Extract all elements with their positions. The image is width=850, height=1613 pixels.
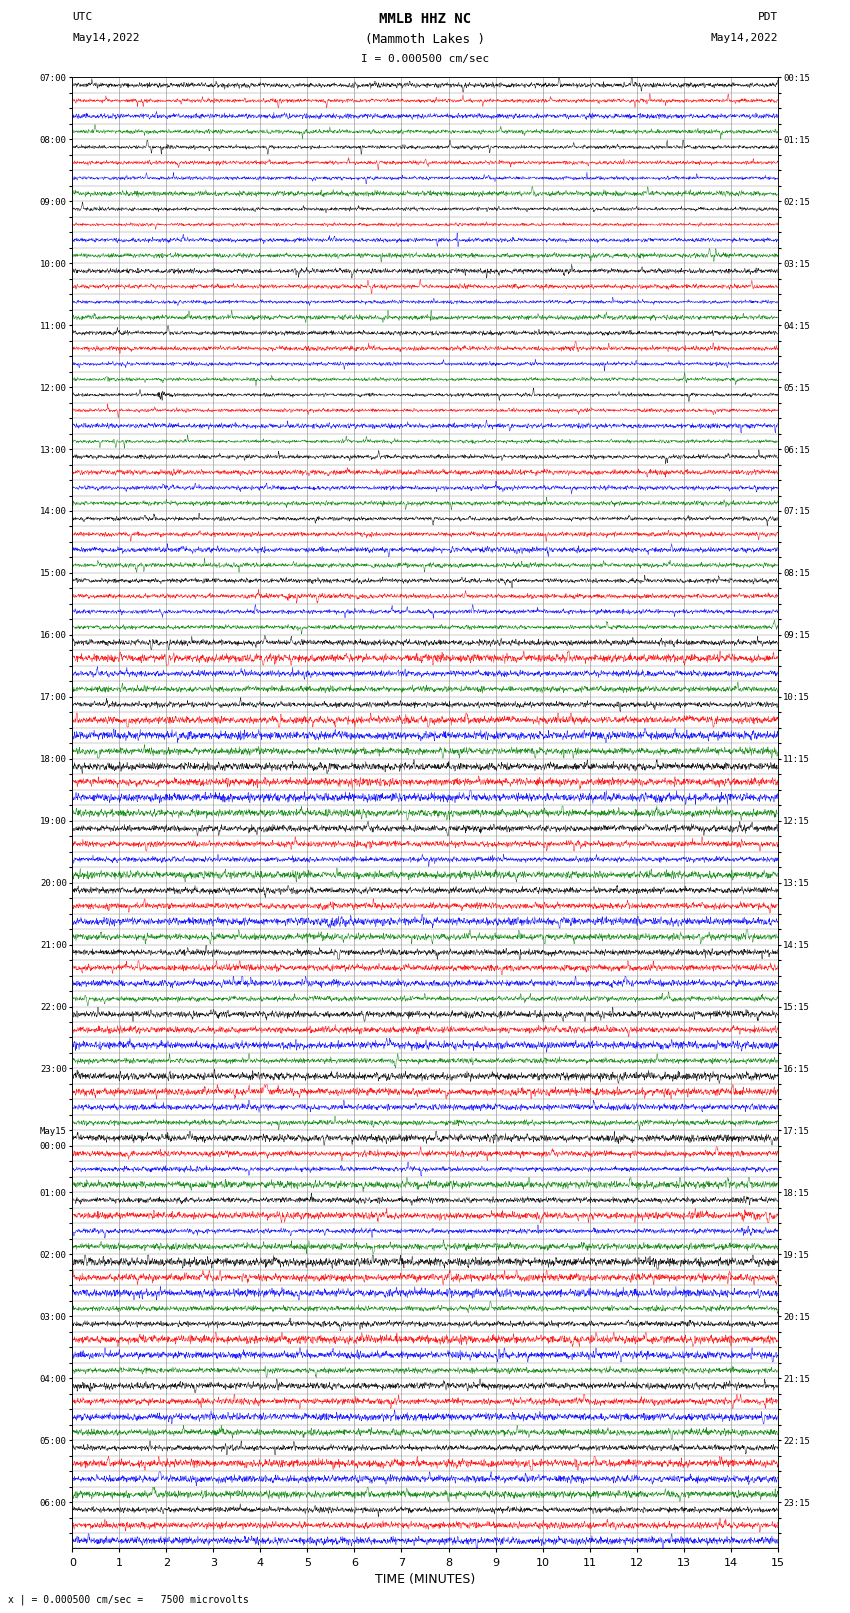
Text: (Mammoth Lakes ): (Mammoth Lakes ) — [365, 32, 485, 45]
X-axis label: TIME (MINUTES): TIME (MINUTES) — [375, 1573, 475, 1586]
Text: May14,2022: May14,2022 — [72, 32, 139, 42]
Text: MMLB HHZ NC: MMLB HHZ NC — [379, 11, 471, 26]
Text: PDT: PDT — [757, 11, 778, 21]
Text: May14,2022: May14,2022 — [711, 32, 778, 42]
Text: UTC: UTC — [72, 11, 93, 21]
Text: x | = 0.000500 cm/sec =   7500 microvolts: x | = 0.000500 cm/sec = 7500 microvolts — [8, 1594, 249, 1605]
Text: I = 0.000500 cm/sec: I = 0.000500 cm/sec — [361, 53, 489, 63]
